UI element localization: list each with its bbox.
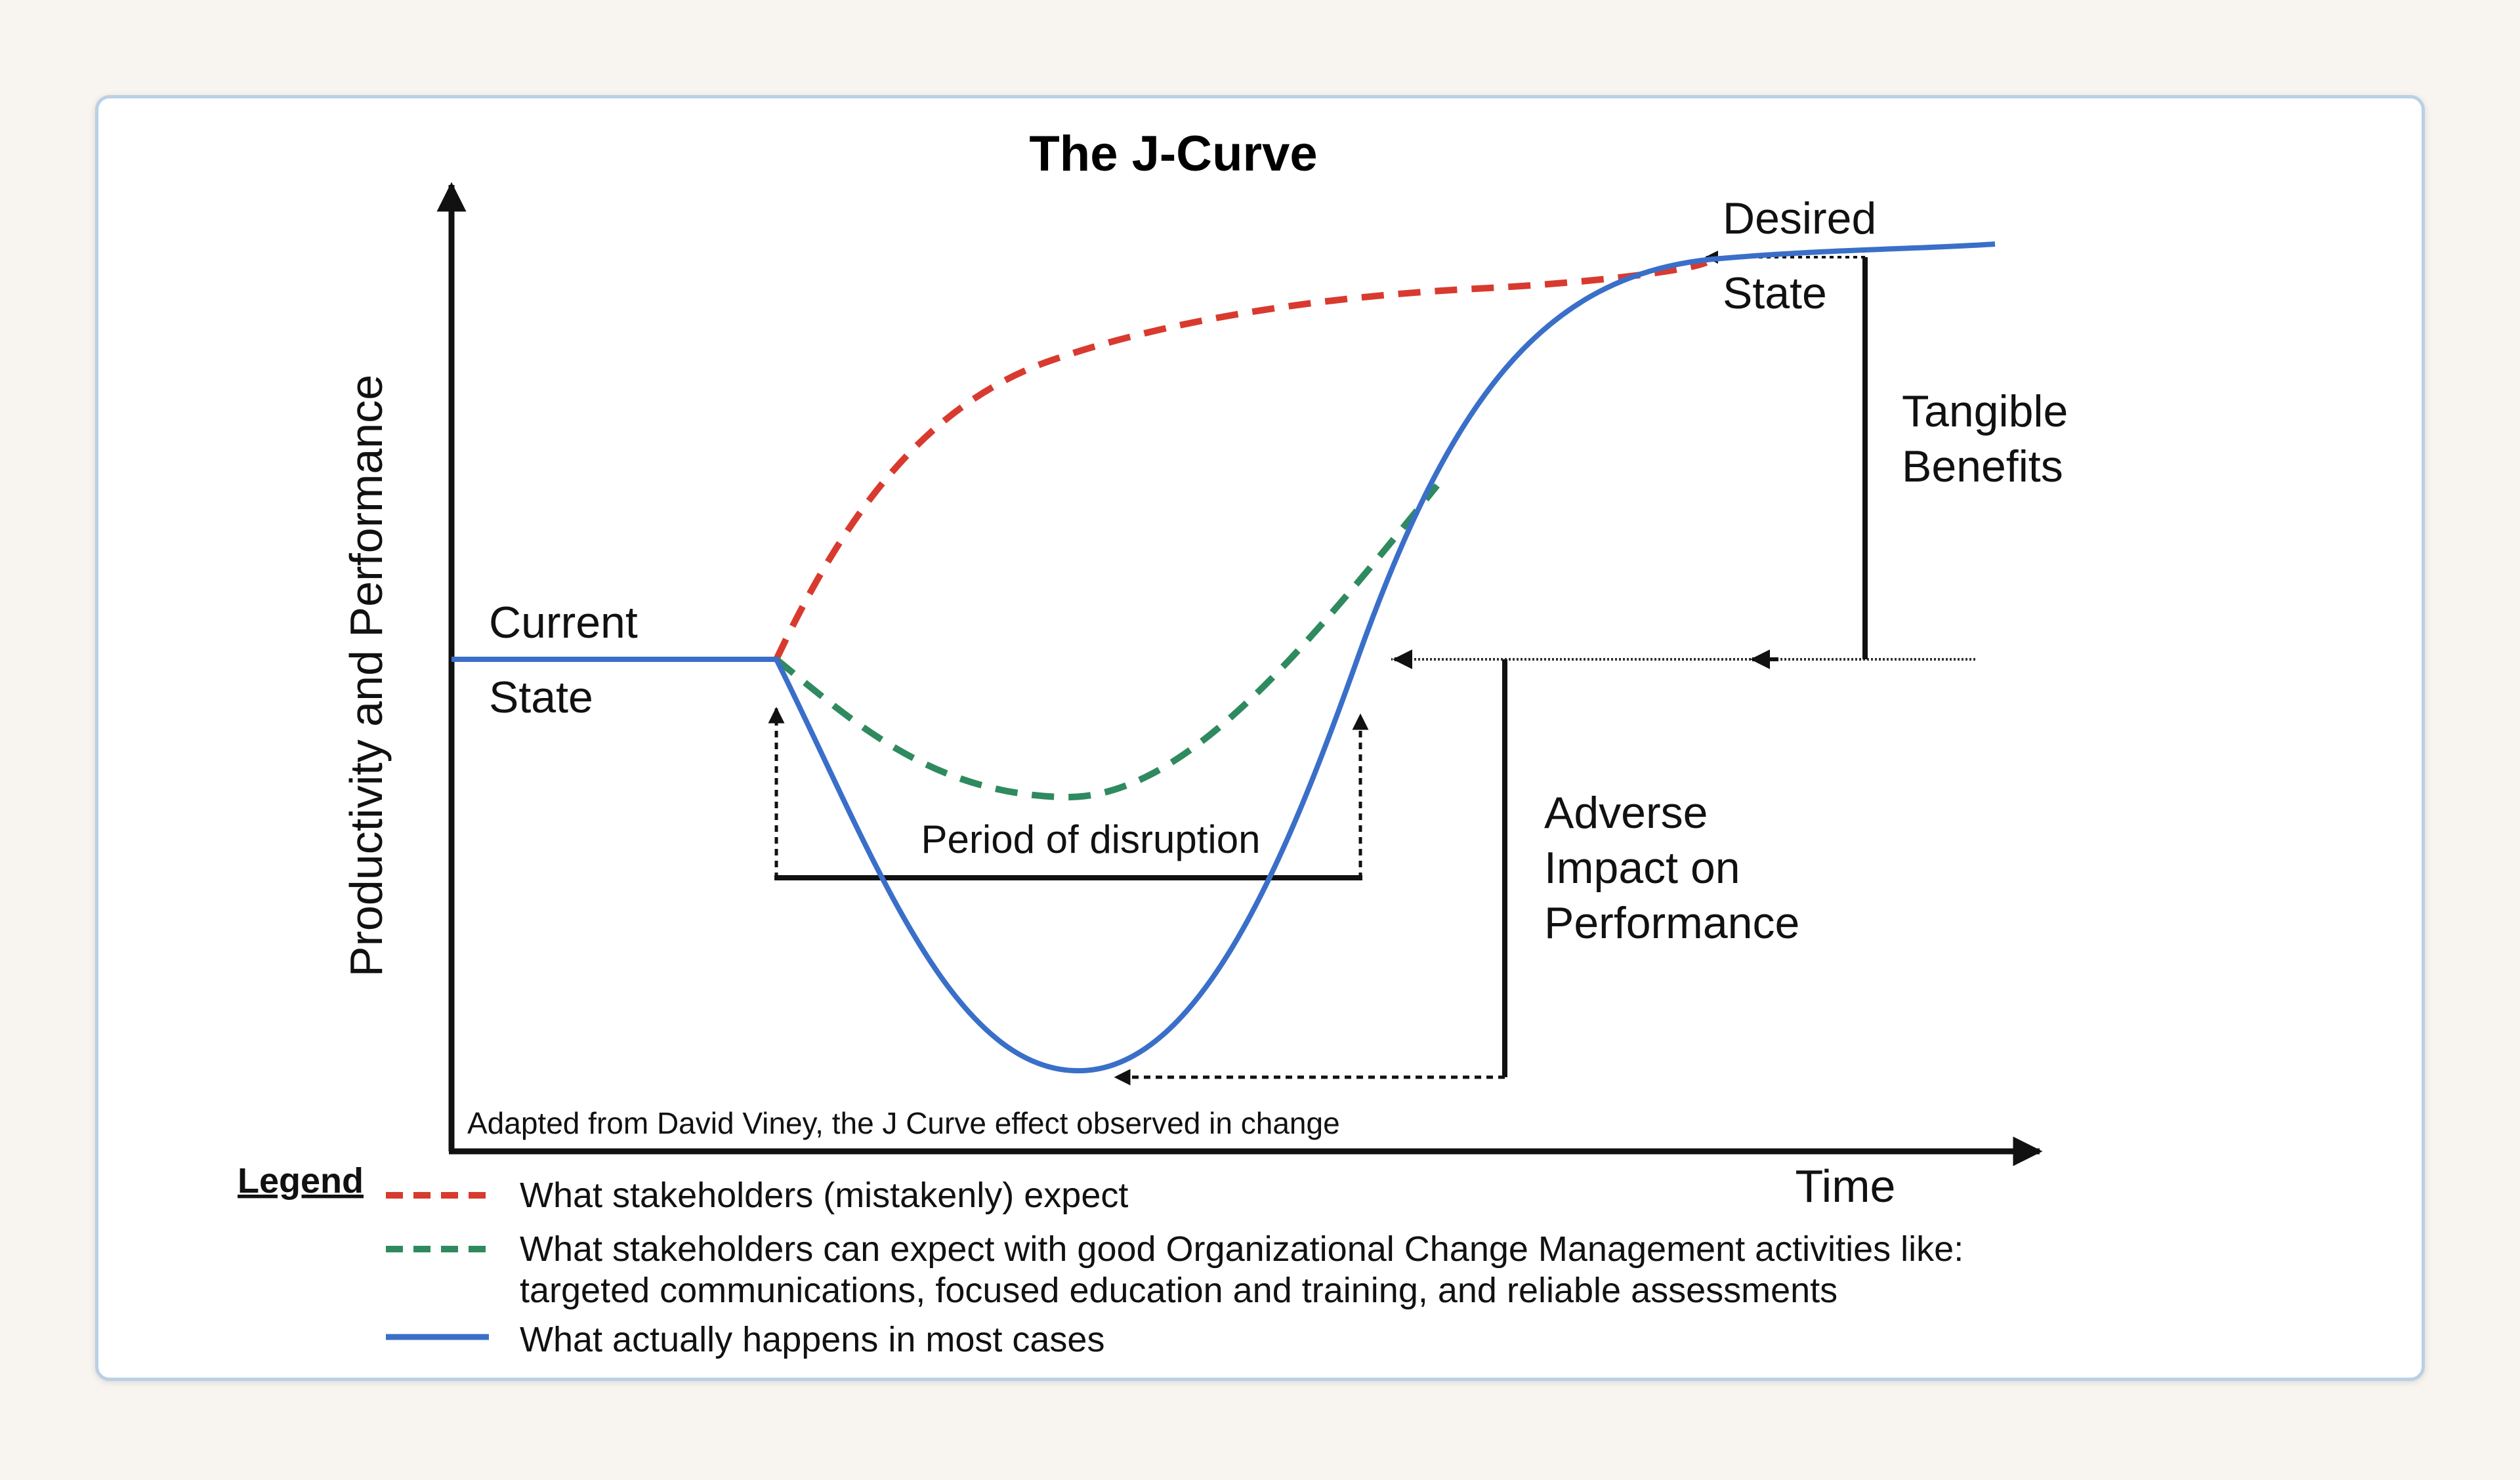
legend-text-actual: What actually happens in most cases	[520, 1320, 1104, 1359]
tangible-benefits-label-2: Benefits	[1902, 442, 2063, 491]
y-axis-label: Productivity and Performance	[341, 375, 392, 977]
source-credit: Adapted from David Viney, the J Curve ef…	[467, 1106, 1340, 1140]
adverse-impact-label-2: Impact on	[1544, 843, 1740, 893]
legend-heading: Legend	[238, 1161, 364, 1201]
diagram-title: The J-Curve	[1029, 126, 1317, 182]
legend-text-ocm-2: targeted communications, focused educati…	[520, 1271, 1838, 1310]
curve-expected	[773, 259, 1708, 661]
desired-state-label-2: State	[1723, 268, 1827, 318]
legend-text-ocm: What stakeholders can expect with good O…	[520, 1229, 1964, 1269]
x-axis-label: Time	[1796, 1161, 1896, 1212]
current-state-label-1: Current	[489, 598, 638, 648]
desired-state-label-1: Desired	[1723, 194, 1876, 243]
current-state-label-2: State	[489, 672, 593, 722]
curve-with-ocm	[774, 483, 1440, 801]
adverse-impact-label-3: Performance	[1544, 898, 1799, 948]
legend-text-expected: What stakeholders (mistakenly) expect	[520, 1176, 1128, 1215]
curve-actual	[452, 241, 1996, 1074]
period-of-disruption-label: Period of disruption	[921, 817, 1261, 861]
tangible-benefits-label-1: Tangible	[1902, 386, 2068, 436]
adverse-impact-label-1: Adverse	[1544, 788, 1708, 838]
